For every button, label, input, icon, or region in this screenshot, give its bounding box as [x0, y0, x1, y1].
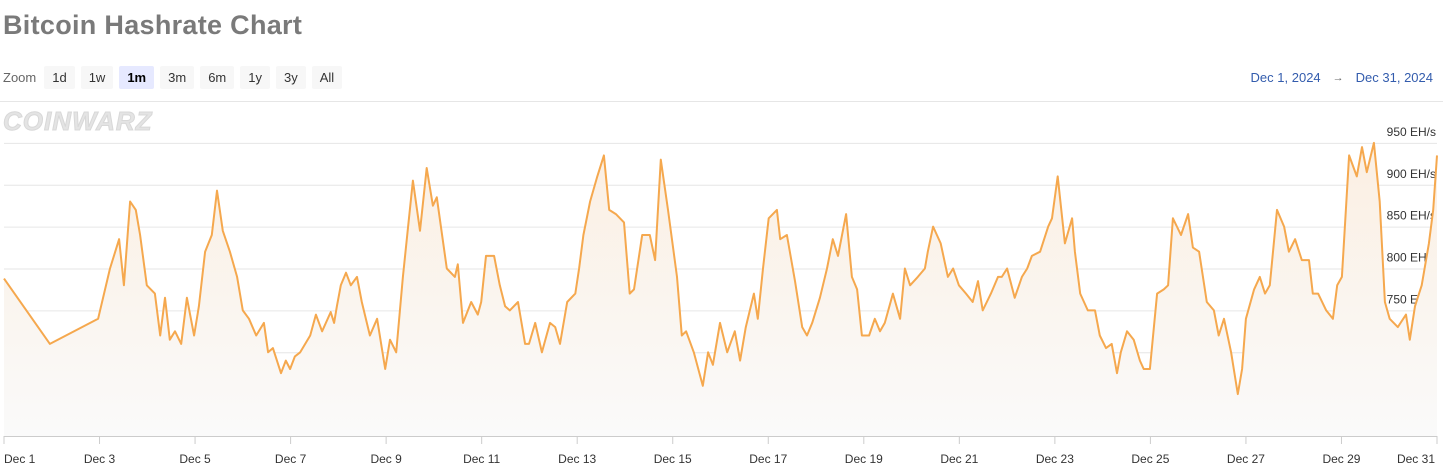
x-tick-label: Dec 31 [1397, 452, 1435, 466]
x-tick-label: Dec 29 [1322, 452, 1360, 466]
y-tick-label: 900 EH/s [1387, 167, 1436, 181]
line [3, 141, 1438, 396]
zoom-button[interactable]: 1y [240, 66, 270, 89]
zoom-button[interactable]: 3m [160, 66, 195, 89]
date-from[interactable]: Dec 1, 2024 [1250, 70, 1321, 85]
x-tick-label: Dec 9 [370, 452, 402, 466]
zoom-label: Zoom [3, 70, 37, 85]
x-tick-label: Dec 25 [1131, 452, 1169, 466]
x-tick-label: Dec 19 [845, 452, 883, 466]
zoom-button[interactable]: 1d [44, 66, 75, 89]
x-tick-label: Dec 7 [275, 452, 307, 466]
x-tick-label: Dec 17 [749, 452, 787, 466]
date-to[interactable]: Dec 31, 2024 [1355, 70, 1433, 85]
y-tick-label: 950 EH/s [1387, 125, 1436, 139]
x-tick-label: Dec 27 [1227, 452, 1265, 466]
zoom-button[interactable]: 6m [200, 66, 235, 89]
area [4, 142, 1437, 436]
zoom-button[interactable]: 1w [80, 66, 114, 89]
y-tick-label: 850 EH/s [1387, 209, 1436, 223]
date-range: Dec 1, 2024 → Dec 31, 2024 [1251, 70, 1433, 85]
x-tick-label: Dec 21 [940, 452, 978, 466]
zoom-button[interactable]: 3y [275, 66, 306, 89]
zoom-button[interactable]: All [311, 66, 343, 89]
chart-title: Bitcoin Hashrate Chart [3, 10, 303, 40]
y-tick-label: 800 EH/s [1387, 251, 1436, 265]
x-tick-label: Dec 23 [1036, 452, 1074, 466]
zoom-button[interactable]: 1m [119, 66, 155, 89]
zoom-bar: Zoom 1d 1w 1m 3m 6m 1y 3y All [3, 66, 343, 89]
x-tick-label: Dec 11 [463, 452, 500, 466]
x-tick-label: Dec 5 [179, 452, 211, 466]
x-tick-label: Dec 13 [558, 452, 596, 466]
x-tick-label: Dec 1 [4, 452, 36, 466]
x-tick-label: Dec 15 [654, 452, 692, 466]
x-tick-label: Dec 3 [84, 452, 116, 466]
watermark: COINWARZ [3, 106, 153, 136]
date-arrow: → [1332, 72, 1344, 84]
